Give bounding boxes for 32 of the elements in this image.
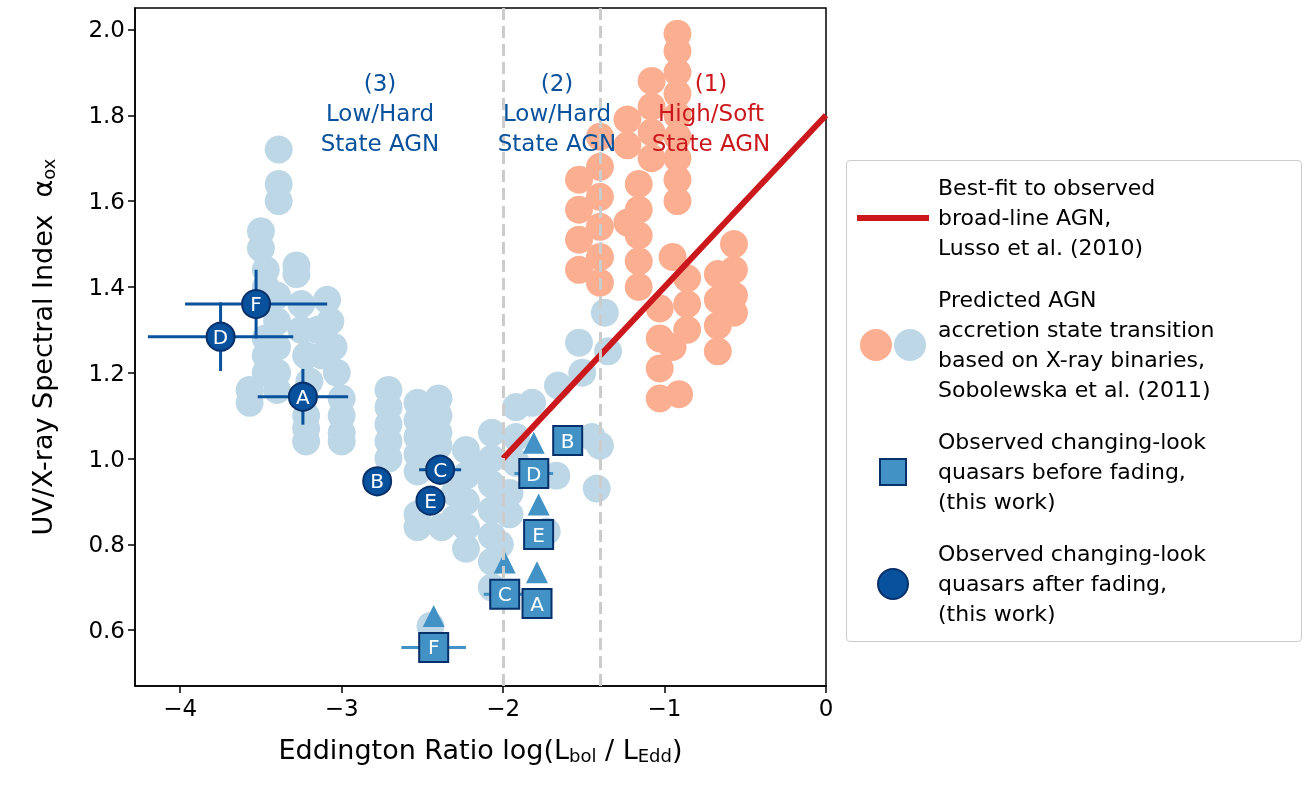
legend-label: Best-fit to observed broad-line AGN, Lusso et al. (2010) bbox=[938, 174, 1156, 262]
data-label: C bbox=[497, 582, 512, 607]
y-tick-label: 2.0 bbox=[88, 16, 125, 43]
legend-label: Observed changing-look quasars after fading, (this work) bbox=[938, 540, 1206, 628]
y-axis-title: UV/X-ray Spectral Index αox bbox=[26, 158, 59, 536]
data-label: A bbox=[530, 591, 545, 616]
x-tick-label: −3 bbox=[324, 694, 359, 721]
data-label: D bbox=[526, 461, 542, 486]
y-tick-label: 1.4 bbox=[88, 273, 125, 300]
legend-label: Observed changing-look quasars before fading, (this work) bbox=[938, 428, 1206, 516]
data-label: C bbox=[433, 457, 448, 482]
y-tick-label: 0.6 bbox=[88, 617, 125, 644]
annotation: (2) Low/Hard State AGN bbox=[497, 70, 617, 156]
y-tick-label: 0.8 bbox=[88, 531, 125, 558]
x-tick-label: −2 bbox=[486, 694, 521, 721]
data-label: B bbox=[560, 428, 575, 453]
data-label: F bbox=[250, 292, 262, 317]
y-tick-label: 1.0 bbox=[88, 445, 125, 472]
data-label: A bbox=[296, 384, 311, 409]
x-tick-label: 0 bbox=[818, 694, 834, 721]
x-tick-label: −4 bbox=[163, 694, 198, 721]
y-tick-label: 1.2 bbox=[88, 359, 125, 386]
legend-label: Predicted AGN accretion state transition based on X-ray binaries, Sobolewska et al. (2011) bbox=[938, 286, 1215, 404]
data-label: F bbox=[427, 635, 440, 660]
y-tick-label: 1.8 bbox=[88, 102, 125, 129]
annotation: (3) Low/Hard State AGN bbox=[320, 70, 440, 156]
data-label: E bbox=[424, 488, 437, 513]
data-label: E bbox=[532, 522, 545, 547]
data-label: D bbox=[212, 324, 229, 349]
x-tick-label: −1 bbox=[647, 694, 682, 721]
data-label: B bbox=[370, 469, 385, 494]
y-tick-label: 1.6 bbox=[88, 188, 125, 215]
